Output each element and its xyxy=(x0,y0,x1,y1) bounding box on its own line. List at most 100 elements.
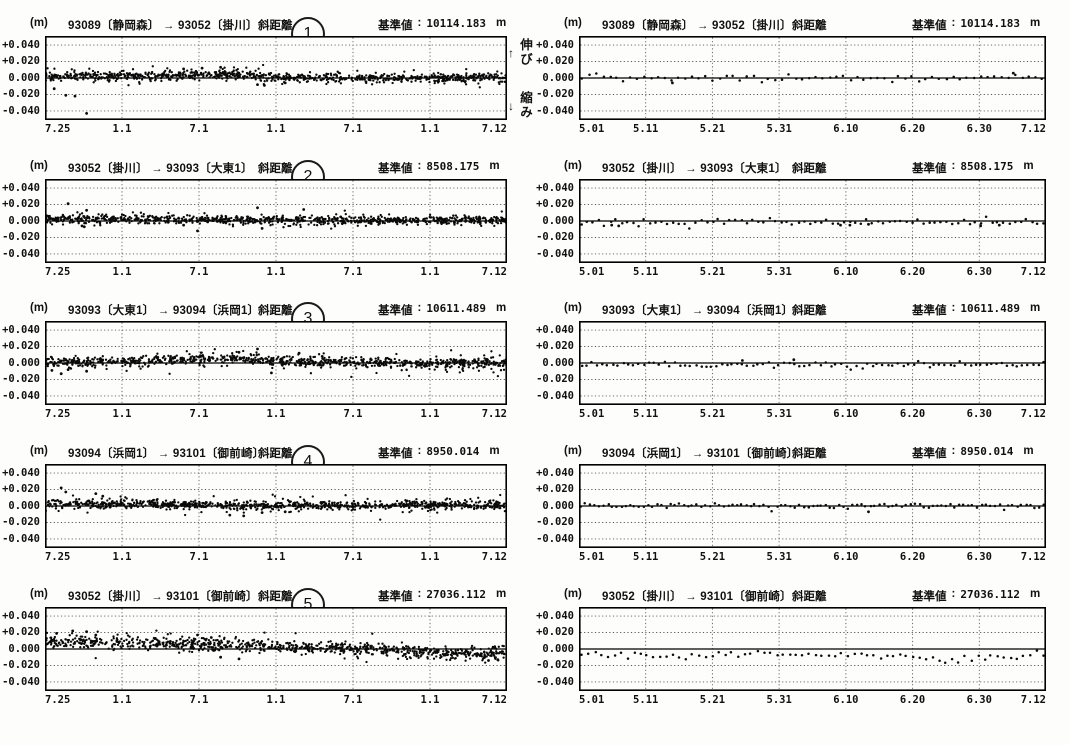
tick-label: 1.1 xyxy=(266,551,286,563)
measure-label: 斜距離 xyxy=(792,448,827,460)
tick-label: 1.1 xyxy=(266,694,286,706)
tick-label: +0.040 xyxy=(2,39,40,51)
tick-label: 1.1 xyxy=(112,694,132,706)
scatter-plot xyxy=(579,464,1046,548)
chart-panel-5-right: (m) 93052〔掛川〕 → 93101〔御前崎〕 斜距離 基準値:27036… xyxy=(536,583,1069,721)
chart-header: (m) 93052〔掛川〕 → 93101〔御前崎〕 斜距離 基準値:27036… xyxy=(536,583,1069,607)
reference-value: 基準値:8950.014 m xyxy=(378,445,500,460)
tick-label: 6.10 xyxy=(833,123,859,135)
y-unit-label: (m) xyxy=(30,588,48,600)
tick-label: 6.30 xyxy=(966,408,992,420)
reference-value: 基準値:8950.014 m xyxy=(912,445,1034,460)
tick-label: 6.20 xyxy=(899,123,926,135)
chart-panel-5-left: (m) 93052〔掛川〕 → 93101〔御前崎〕 斜距離 5 基準値:270… xyxy=(2,583,535,721)
tick-label: 5.21 xyxy=(699,694,726,706)
y-unit-label: (m) xyxy=(564,17,582,29)
y-unit-label: (m) xyxy=(30,302,48,314)
tick-label: 0.000 xyxy=(542,500,574,512)
tick-label: 1.1 xyxy=(420,266,440,278)
reference-value: 基準値:10114.183 m xyxy=(378,17,507,32)
chart-header: (m) 93089〔静岡森〕 → 93052〔掛川〕 斜距離 1 基準値:101… xyxy=(2,12,535,51)
tick-label: 7.1 xyxy=(343,408,363,420)
scatter-plot xyxy=(45,464,507,548)
tick-label: +0.040 xyxy=(2,467,40,479)
scatter-plot xyxy=(579,321,1046,405)
plot-area: +0.040 +0.020 0.000 -0.020 -0.040 5.01 5.11 5.… xyxy=(536,36,1069,136)
tick-label: 6.20 xyxy=(899,266,926,278)
scatter-plot xyxy=(579,36,1046,120)
reference-value: 基準値:8508.175 m xyxy=(378,160,500,175)
chart-panel-3-left: (m) 93093〔大東1〕 → 93094〔浜岡1〕 斜距離 3 基準値:10… xyxy=(2,297,535,435)
baseline-title: 93052〔掛川〕 → 93101〔御前崎〕 xyxy=(602,591,792,603)
tick-label: 6.30 xyxy=(966,266,992,278)
x-axis-tick-labels: 7.25 1.1 7.1 1.1 7.1 1.1 7.12 xyxy=(45,694,507,708)
axis-direction-annotation: ↑ 伸び ↓ 縮み xyxy=(508,36,536,120)
tick-label: -0.020 xyxy=(2,659,40,671)
measure-label: 斜距離 xyxy=(792,305,827,317)
tick-label: 6.10 xyxy=(833,408,859,420)
x-axis-tick-labels: 5.01 5.11 5.21 5.31 6.10 6.20 6.30 7.12 xyxy=(579,123,1046,137)
chart-header: (m) 93089〔静岡森〕 → 93052〔掛川〕 斜距離 基準値:10114… xyxy=(536,12,1069,36)
y-unit-label: (m) xyxy=(564,302,582,314)
tick-label: +0.020 xyxy=(536,55,574,67)
tick-label: 5.11 xyxy=(633,694,659,706)
y-unit-label: (m) xyxy=(30,17,48,29)
tick-label: +0.020 xyxy=(536,626,574,638)
x-axis-tick-labels: 7.25 1.1 7.1 1.1 7.1 1.1 7.12 xyxy=(45,551,507,565)
measure-label: 斜距離 xyxy=(258,448,293,460)
tick-label: -0.020 xyxy=(536,88,574,100)
tick-label: 6.10 xyxy=(833,694,859,706)
tick-label: 5.01 xyxy=(579,551,605,563)
measure-label: 斜距離 xyxy=(258,163,293,175)
plot-area: +0.040 +0.020 0.000 -0.020 -0.040 7.25 1.1 7.1… xyxy=(2,321,535,421)
tick-label: 7.12 xyxy=(1020,694,1046,706)
scatter-plot xyxy=(45,36,507,120)
tick-label: 7.12 xyxy=(1020,266,1046,278)
tick-label: 1.1 xyxy=(112,266,132,278)
tick-label: 7.12 xyxy=(481,551,507,563)
tick-label: 1.1 xyxy=(266,408,286,420)
tick-label: 7.25 xyxy=(45,408,71,420)
x-axis-tick-labels: 5.01 5.11 5.21 5.31 6.10 6.20 6.30 7.12 xyxy=(579,551,1046,565)
baseline-title: 93093〔大東1〕 → 93094〔浜岡1〕 xyxy=(68,305,260,317)
tick-label: 1.1 xyxy=(266,266,286,278)
plot-area: +0.040 +0.020 0.000 -0.020 -0.040 5.01 5.11 5.… xyxy=(536,179,1069,279)
tick-label: 6.30 xyxy=(966,123,992,135)
down-arrow-icon: ↓ xyxy=(508,98,514,113)
x-axis-tick-labels: 5.01 5.11 5.21 5.31 6.10 6.20 6.30 7.12 xyxy=(579,408,1046,422)
tick-label: -0.040 xyxy=(2,533,40,545)
tick-label: -0.040 xyxy=(536,390,574,402)
tick-label: 7.1 xyxy=(189,266,209,278)
x-axis-tick-labels: 7.25 1.1 7.1 1.1 7.1 1.1 7.12 xyxy=(45,123,507,137)
y-unit-label: (m) xyxy=(30,160,48,172)
tick-label: +0.040 xyxy=(2,182,40,194)
chart-panel-2-right: (m) 93052〔掛川〕 → 93093〔大東1〕 斜距離 基準値:8508.… xyxy=(536,155,1069,293)
tick-label: 7.12 xyxy=(481,408,507,420)
shrink-annotation: ↓ 縮み xyxy=(508,91,535,120)
tick-label: 0.000 xyxy=(8,72,40,84)
tick-label: -0.020 xyxy=(536,659,574,671)
tick-label: 7.12 xyxy=(481,123,507,135)
chart-header: (m) 93094〔浜岡1〕 → 93101〔御前崎〕 斜距離 基準値:8950… xyxy=(536,440,1069,464)
tick-label: 6.20 xyxy=(899,694,926,706)
tick-label: 0.000 xyxy=(542,215,574,227)
scatter-plot xyxy=(45,607,507,691)
baseline-title: 93089〔静岡森〕 → 93052〔掛川〕 xyxy=(602,20,792,32)
tick-label: 0.000 xyxy=(8,215,40,227)
plot-area: +0.040 +0.020 0.000 -0.020 -0.040 7.25 1.1 7.1… xyxy=(2,607,535,707)
tick-label: 7.12 xyxy=(481,694,507,706)
y-axis-tick-labels: +0.040 +0.020 0.000 -0.020 -0.040 xyxy=(2,607,43,691)
scatter-plot xyxy=(579,607,1046,691)
y-unit-label: (m) xyxy=(30,445,48,457)
x-axis-tick-labels: 5.01 5.11 5.21 5.31 6.10 6.20 6.30 7.12 xyxy=(579,694,1046,708)
x-axis-tick-labels: 7.25 1.1 7.1 1.1 7.1 1.1 7.12 xyxy=(45,408,507,422)
tick-label: 0.000 xyxy=(8,500,40,512)
chart-header: (m) 93052〔掛川〕 → 93093〔大東1〕 斜距離 基準値:8508.… xyxy=(536,155,1069,179)
tick-label: 5.01 xyxy=(579,694,605,706)
tick-label: -0.020 xyxy=(2,88,40,100)
tick-label: 6.30 xyxy=(966,551,992,563)
chart-header: (m) 93093〔大東1〕 → 93094〔浜岡1〕 斜距離 基準値:1061… xyxy=(536,297,1069,321)
tick-label: -0.020 xyxy=(2,231,40,243)
scatter-plot xyxy=(45,321,507,405)
